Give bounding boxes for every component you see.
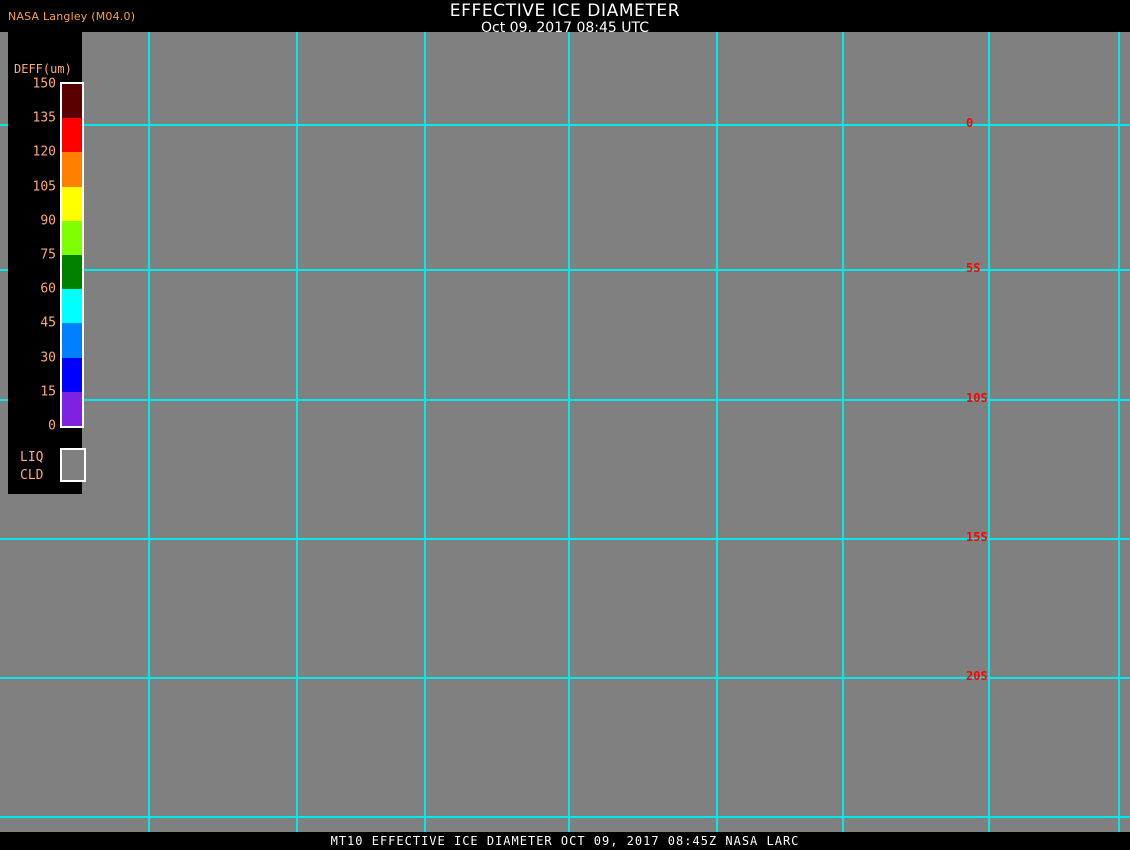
colorbar-segment: [62, 118, 82, 153]
liquid-cloud-label-line2: CLD: [20, 468, 44, 483]
colorbar-tick-label: 60: [40, 281, 56, 297]
satellite-raster: [0, 32, 1130, 832]
colorbar-gradient: [60, 82, 84, 428]
gridline-meridian: [424, 32, 426, 832]
gridline-meridian: [716, 32, 718, 832]
gridline-meridian: [148, 32, 150, 832]
gridline-parallel: [0, 816, 1130, 818]
colorbar-segment: [62, 357, 82, 392]
gridline-meridian: [568, 32, 570, 832]
gridline-meridian: [296, 32, 298, 832]
colorbar-title: DEFF(um): [14, 62, 72, 76]
colorbar-segment: [62, 84, 82, 119]
latitude-label: 15S: [966, 530, 988, 544]
page-title: EFFECTIVE ICE DIAMETER: [449, 1, 681, 21]
liquid-cloud-swatch: [60, 448, 86, 482]
colorbar-segment: [62, 323, 82, 358]
colorbar-tick-label: 120: [32, 144, 56, 160]
colorbar-segment: [62, 152, 82, 187]
gridline-parallel: [0, 677, 1130, 679]
colorbar-tick-label: 0: [48, 418, 56, 434]
status-bar: MT10 EFFECTIVE ICE DIAMETER OCT 09, 2017…: [0, 832, 1130, 850]
gridline-parallel: [0, 538, 1130, 540]
gridline-meridian: [842, 32, 844, 832]
colorbar-segment: [62, 220, 82, 255]
colorbar-tick-label: 150: [32, 76, 56, 92]
gridline-parallel: [0, 399, 1130, 401]
latitude-label: 0: [966, 116, 974, 130]
liquid-cloud-label-line1: LIQ: [20, 450, 44, 465]
colorbar-tick-label: 105: [32, 179, 56, 195]
colorbar-tick-label: 75: [40, 247, 56, 263]
colorbar-segment: [62, 186, 82, 221]
colorbar-tick-label: 135: [32, 110, 56, 126]
gridline-meridian: [988, 32, 990, 832]
colorbar-segment: [62, 289, 82, 324]
producer-credit: NASA Langley (M04.0): [8, 10, 136, 23]
status-bar-text: MT10 EFFECTIVE ICE DIAMETER OCT 09, 2017…: [330, 834, 800, 848]
latitude-label: 5S: [966, 261, 981, 275]
gridline-parallel: [0, 124, 1130, 126]
colorbar-segment: [62, 391, 82, 426]
latitude-label: 10S: [966, 391, 988, 405]
colorbar-segment: [62, 254, 82, 290]
latitude-label: 20S: [966, 669, 988, 683]
colorbar-tick-label: 15: [40, 384, 56, 400]
colorbar-tick-label: 90: [40, 213, 56, 229]
colorbar-tick-label: 30: [40, 350, 56, 366]
colorbar-panel: DEFF(um) 150 135 120 105 90 75 60 45 30 15 0 LIQ C…: [8, 30, 86, 494]
gridline-parallel: [0, 269, 1130, 271]
colorbar-tick-label: 45: [40, 315, 56, 331]
gridline-meridian: [1118, 32, 1120, 832]
